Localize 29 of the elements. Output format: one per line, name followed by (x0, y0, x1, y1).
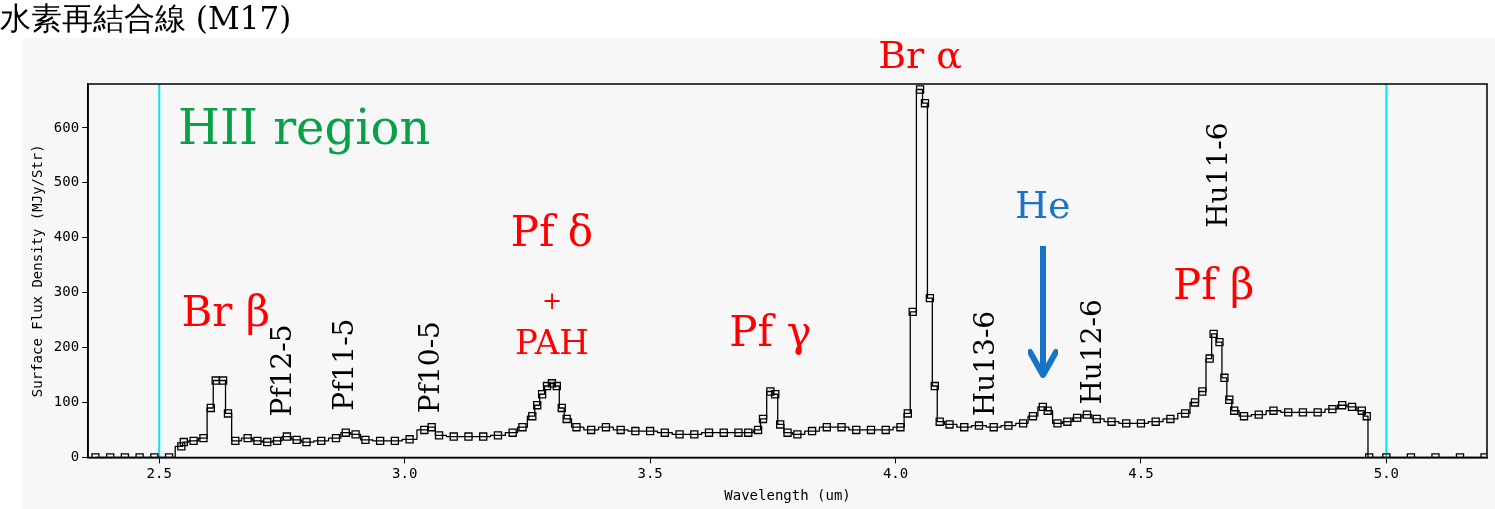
y-tick-label: 600 (53, 118, 80, 135)
x-tick-label: 5.0 (1373, 465, 1400, 482)
x-tick-label: 2.5 (146, 465, 172, 482)
annotation: Hu11-6 (1200, 122, 1234, 228)
y-axis-title: Surface Flux Density (MJy/Str) (29, 144, 46, 398)
annotation: Hu13-6 (967, 310, 1001, 417)
y-tick-label: 400 (53, 228, 80, 245)
x-axis-title: Wavelength (um) (724, 487, 851, 504)
chart-title: 水素再結合線 (M17) (0, 0, 292, 37)
x-tick-label: 4.5 (1128, 465, 1154, 482)
y-tick-label: 0 (70, 448, 80, 465)
x-tick-label: 3.5 (637, 465, 663, 482)
annotation: Pf10-5 (412, 321, 446, 414)
x-tick-label: 4.0 (882, 465, 909, 482)
annotation: He (1014, 183, 1071, 228)
y-tick-label: 500 (53, 173, 80, 190)
y-tick-label: 300 (53, 283, 80, 300)
annotation: Pf β (1172, 259, 1255, 309)
annotation: + (541, 286, 562, 315)
x-tick-label: 3.0 (392, 465, 418, 482)
annotation: Br α (878, 33, 962, 78)
annotation: Pf11-5 (327, 318, 361, 411)
annotation: PAH (514, 322, 589, 363)
annotation: Hu12-6 (1075, 299, 1109, 405)
annotation: Pf γ (729, 307, 812, 357)
y-tick-label: 100 (53, 393, 80, 410)
y-tick-label: 200 (53, 338, 80, 355)
annotation: Pf δ (510, 207, 594, 257)
annotation: HII region (178, 99, 431, 156)
